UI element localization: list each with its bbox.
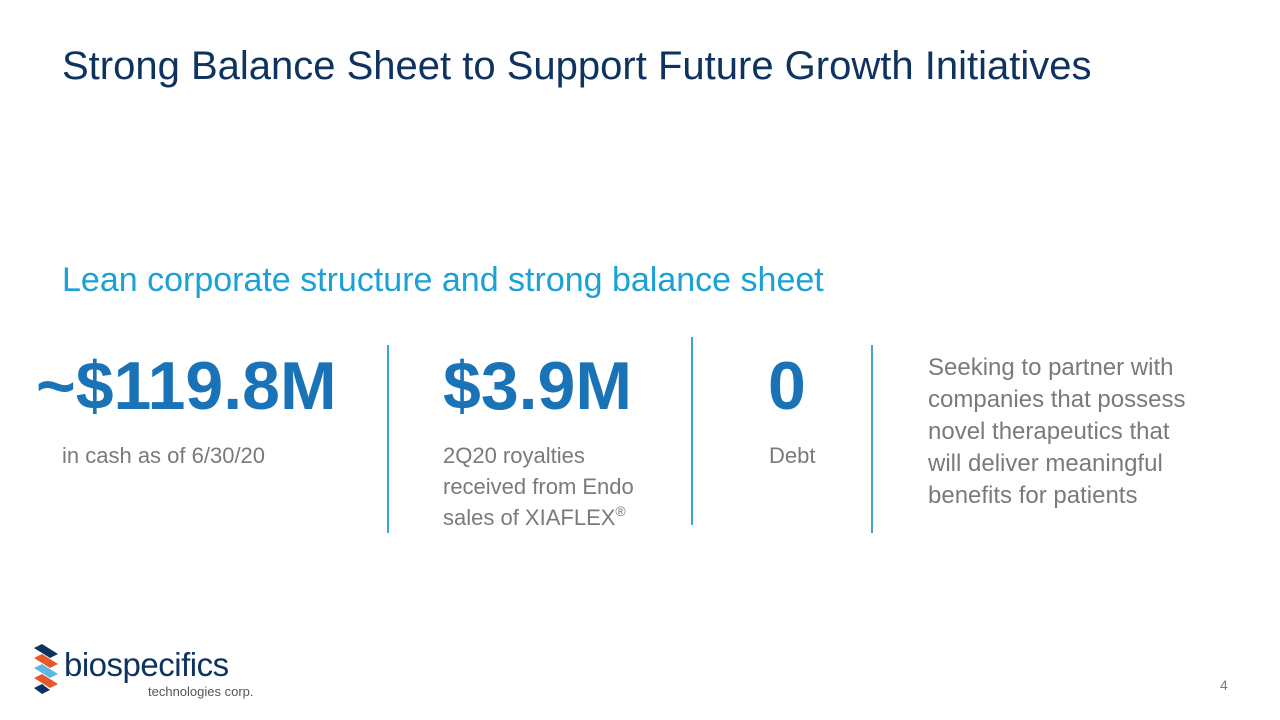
slide-title: Strong Balance Sheet to Support Future G… xyxy=(62,44,1092,88)
page-number: 4 xyxy=(1220,677,1228,693)
divider xyxy=(387,345,389,533)
stat-cash-label-line: in cash as of 6/30/20 xyxy=(62,443,266,468)
logo-tagline: technologies corp. xyxy=(148,684,254,699)
divider xyxy=(871,345,873,533)
statement-line: novel therapeutics that xyxy=(928,418,1170,445)
stat-royalties-label-text: sales of XIAFLEX xyxy=(443,505,616,530)
stat-cash-value: ~$119.8M xyxy=(36,348,337,424)
logo-wordmark: biospecifics xyxy=(64,646,229,683)
slide-subtitle: Lean corporate structure and strong bala… xyxy=(62,261,824,299)
stat-debt-label: Debt xyxy=(769,440,815,471)
statement-line: will deliver meaningful xyxy=(928,450,1163,477)
stat-royalties-label-line: 2Q20 royalties xyxy=(443,443,585,468)
statement-line: benefits for patients xyxy=(928,482,1138,509)
stat-royalties-label: 2Q20 royalties received from Endo sales … xyxy=(443,440,634,533)
stat-debt-value: 0 xyxy=(768,348,806,424)
stat-royalties-label-line: received from Endo xyxy=(443,474,634,499)
company-logo: biospecifics technologies corp. xyxy=(28,644,268,704)
divider xyxy=(691,337,693,525)
partnership-statement: Seeking to partner with companies that p… xyxy=(928,352,1185,512)
stat-cash-label: in cash as of 6/30/20 xyxy=(62,440,265,471)
stat-debt-label-line: Debt xyxy=(769,443,816,468)
stat-royalties-label-line: sales of XIAFLEX® xyxy=(443,502,634,533)
statement-line: Seeking to partner with xyxy=(928,354,1174,381)
registered-trademark-symbol: ® xyxy=(615,503,626,519)
stat-royalties-value: $3.9M xyxy=(443,348,632,424)
statement-line: companies that possess xyxy=(928,386,1186,413)
dna-helix-icon xyxy=(34,644,58,694)
